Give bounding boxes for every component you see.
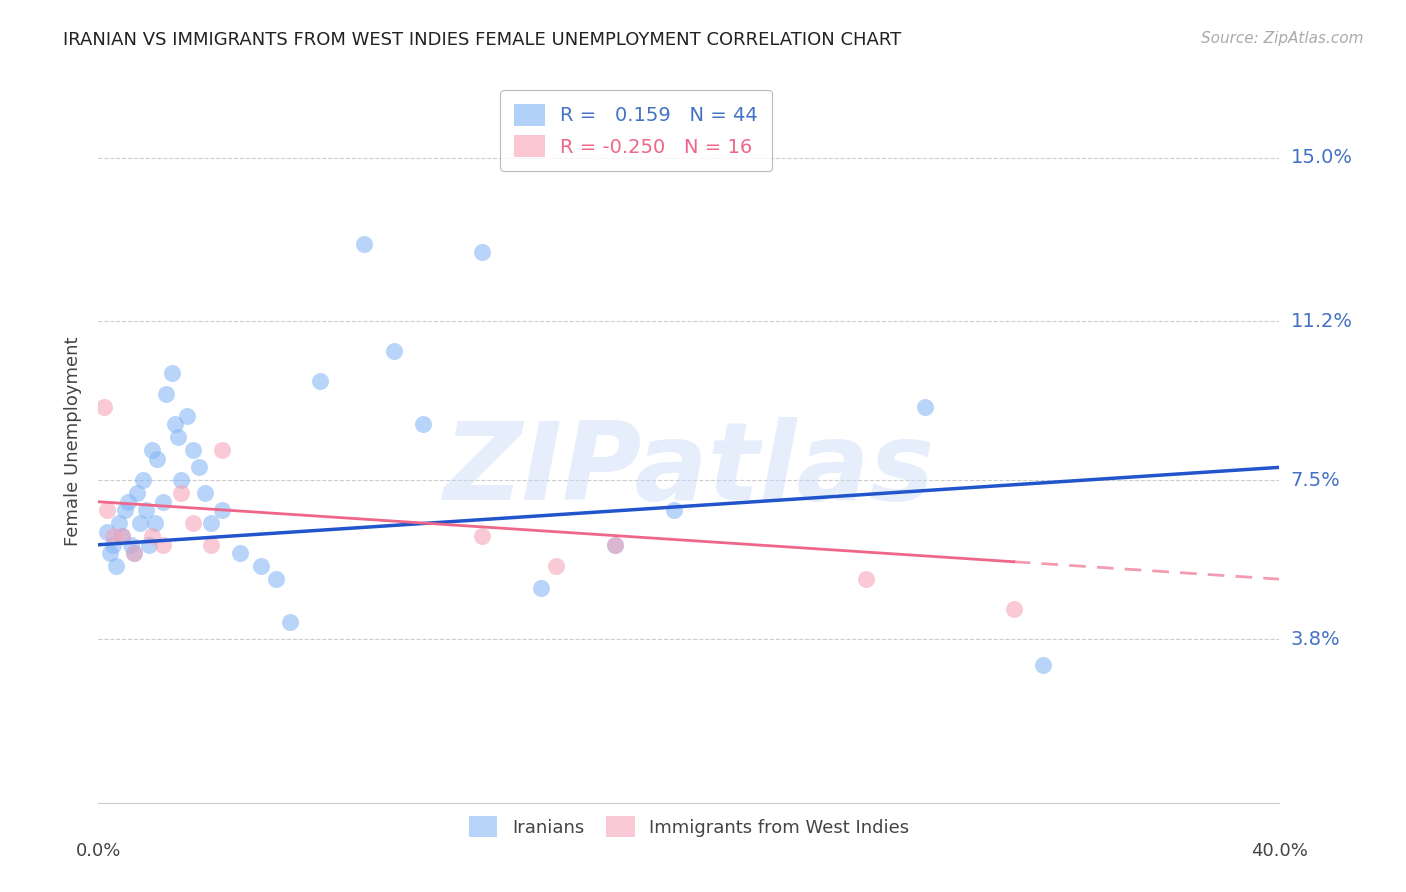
Point [105, 559, 128, 574]
Point [152, 494, 174, 508]
Text: IRANIAN VS IMMIGRANTS FROM WEST INDIES FEMALE UNEMPLOYMENT CORRELATION CHART: IRANIAN VS IMMIGRANTS FROM WEST INDIES F… [63, 31, 901, 49]
Text: 3.8%: 3.8% [1291, 630, 1340, 648]
Text: 11.2%: 11.2% [1291, 311, 1353, 331]
Point [114, 503, 136, 517]
Point [165, 417, 187, 432]
Point [211, 503, 233, 517]
Point [250, 559, 273, 574]
Point [155, 387, 177, 401]
Text: 0.0%: 0.0% [76, 842, 121, 860]
Point [162, 366, 183, 380]
Point [170, 473, 193, 487]
Point [146, 451, 169, 466]
Point [664, 503, 686, 517]
Point [382, 344, 405, 359]
Point [176, 409, 198, 423]
Point [111, 529, 134, 543]
Point [93, 400, 115, 414]
Point [125, 486, 148, 500]
Point [122, 546, 145, 560]
Point [229, 546, 252, 560]
Point [108, 516, 131, 531]
Point [96, 503, 118, 517]
Text: 7.5%: 7.5% [1291, 471, 1340, 490]
Point [135, 503, 157, 517]
Point [187, 460, 209, 475]
Point [103, 538, 125, 552]
Point [471, 529, 494, 543]
Point [605, 538, 627, 552]
Point [471, 245, 494, 260]
Point [200, 538, 222, 552]
Point [152, 538, 174, 552]
Point [96, 524, 118, 539]
Point [605, 538, 627, 552]
Point [412, 417, 434, 432]
Point [98, 546, 121, 560]
Point [120, 538, 142, 552]
Point [264, 572, 287, 586]
Text: 40.0%: 40.0% [1251, 842, 1308, 860]
Point [546, 559, 568, 574]
Point [170, 486, 193, 500]
Point [353, 236, 375, 251]
Y-axis label: Female Unemployment: Female Unemployment [63, 337, 82, 546]
Point [181, 516, 204, 531]
Point [167, 430, 190, 444]
Point [103, 529, 125, 543]
Point [914, 400, 936, 414]
Point [530, 581, 553, 595]
Point [211, 443, 233, 458]
Point [128, 516, 150, 531]
Point [143, 516, 166, 531]
Text: Source: ZipAtlas.com: Source: ZipAtlas.com [1201, 31, 1364, 46]
Point [141, 443, 163, 458]
Legend: Iranians, Immigrants from West Indies: Iranians, Immigrants from West Indies [461, 809, 917, 845]
Point [117, 494, 139, 508]
Point [280, 615, 302, 630]
Point [141, 529, 163, 543]
Point [309, 375, 332, 389]
Point [855, 572, 877, 586]
Point [132, 473, 155, 487]
Point [181, 443, 204, 458]
Point [138, 538, 160, 552]
Point [200, 516, 222, 531]
Point [1002, 602, 1025, 616]
Text: ZIPatlas: ZIPatlas [443, 417, 935, 524]
Point [1032, 658, 1054, 673]
Point [194, 486, 217, 500]
Point [111, 529, 134, 543]
Text: 15.0%: 15.0% [1291, 148, 1353, 167]
Point [122, 546, 145, 560]
